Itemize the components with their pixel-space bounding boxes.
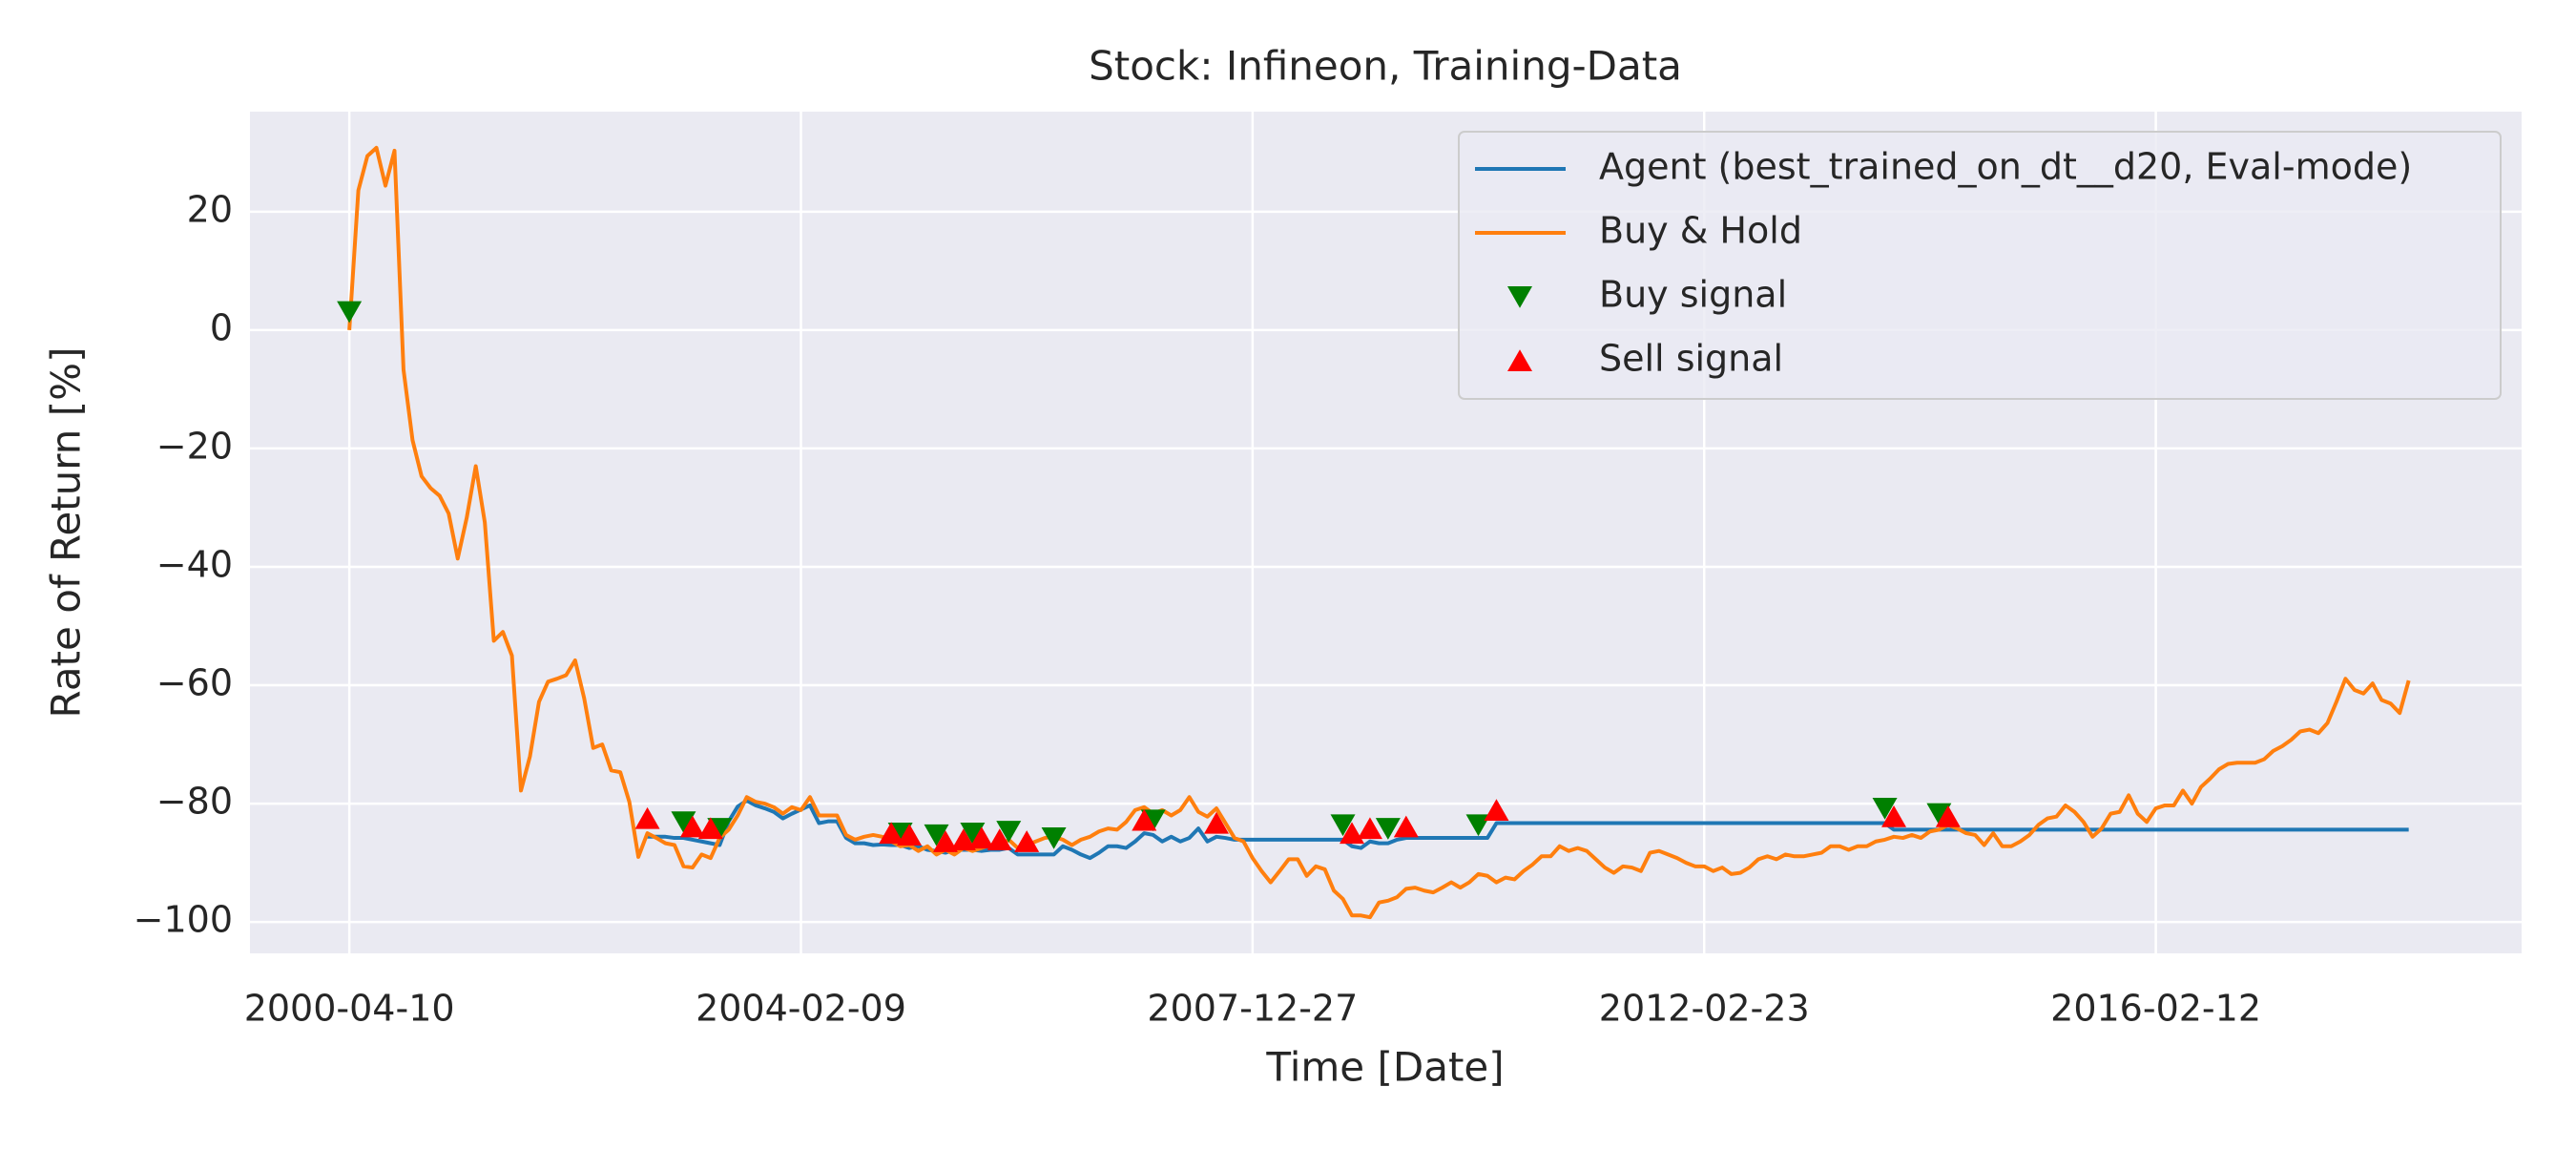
x-tick-label: 2007-12-27	[1147, 988, 1358, 1030]
y-tick-label: −80	[156, 781, 233, 823]
signal-marker	[1132, 808, 1157, 831]
signal-marker	[987, 828, 1012, 850]
signal-marker	[968, 826, 994, 849]
signal-marker	[1393, 815, 1419, 838]
legend-marker	[1507, 349, 1532, 372]
signal-marker	[671, 811, 696, 834]
legend-label: Buy & Hold	[1599, 210, 1802, 252]
signal-marker	[1357, 817, 1382, 840]
legend-label: Sell signal	[1599, 338, 1783, 380]
signal-marker	[1484, 799, 1509, 821]
signal-marker	[996, 821, 1022, 843]
signal-marker	[932, 830, 958, 852]
signal-marker	[1375, 818, 1401, 840]
signal-marker	[1926, 803, 1952, 825]
signal-marker	[960, 823, 986, 845]
x-tick-label: 2000-04-10	[244, 988, 455, 1030]
signal-marker	[879, 822, 904, 845]
signal-marker	[697, 817, 723, 840]
x-tick-label: 2012-02-23	[1599, 988, 1810, 1030]
y-tick-label: −20	[156, 425, 233, 467]
signal-marker	[1041, 827, 1067, 849]
y-tick-label: 0	[210, 306, 233, 348]
y-axis-label: Rate of Return [%]	[43, 347, 90, 719]
signal-marker	[1872, 797, 1898, 820]
legend-label: Buy signal	[1599, 274, 1787, 316]
series-line	[347, 145, 2411, 920]
legend-box	[1458, 131, 2502, 400]
signal-marker	[1881, 805, 1907, 827]
x-tick-label: 2004-02-09	[696, 988, 906, 1030]
signal-marker	[1935, 805, 1961, 827]
chart-title: Stock: Infineon, Training-Data	[1089, 43, 1682, 90]
signal-marker	[634, 806, 660, 829]
y-tick-label: −60	[156, 662, 233, 704]
signal-marker	[950, 828, 976, 850]
x-axis-label: Time [Date]	[1265, 1044, 1504, 1091]
signal-marker	[924, 824, 949, 846]
y-tick-label: −100	[134, 899, 233, 941]
signal-marker	[897, 824, 923, 846]
y-tick-label: −40	[156, 543, 233, 585]
legend-marker	[1507, 285, 1532, 308]
signal-marker	[679, 815, 705, 838]
y-tick-label: 20	[187, 188, 233, 230]
x-tick-label: 2016-02-12	[2050, 988, 2261, 1030]
signal-marker	[1014, 830, 1040, 852]
signal-marker	[1203, 811, 1229, 834]
signal-marker	[337, 301, 363, 324]
legend-label: Agent (best_trained_on_dt__d20, Eval-mod…	[1599, 146, 2412, 188]
signal-marker	[1330, 814, 1356, 837]
